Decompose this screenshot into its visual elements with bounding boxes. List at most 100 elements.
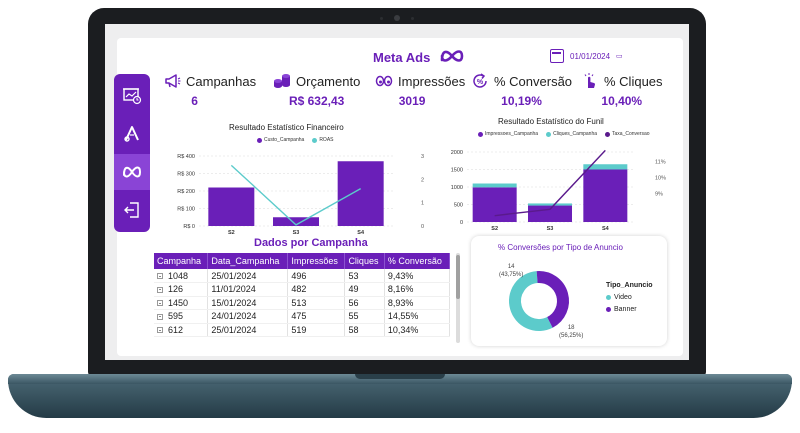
legend-item: ROAS [312, 137, 333, 143]
kpi-orcamento: Orçamento R$ 632,43 [273, 72, 360, 112]
funnel-chart-legend: Impressoes_Campanha Cliques_Campanha Tax… [478, 131, 650, 137]
table-cell: 56 [344, 296, 385, 310]
scrollbar-thumb[interactable] [456, 255, 460, 299]
y2-tick-label: 3 [421, 154, 424, 160]
sensor [411, 17, 414, 20]
table-header-row: Campanha Data_Campanha Impressões Clique… [154, 253, 451, 269]
kpi-label: Campanhas [186, 73, 257, 89]
x-tick-label: S2 [491, 226, 498, 232]
financial-chart: R$ 400 R$ 300 R$ 200 R$ 100 R$ 0 3 2 1 0 S2 S3 S4 [177, 154, 424, 236]
donut-slice-video [509, 271, 553, 331]
table-row[interactable]: 595 24/01/2024 475 55 14,55% [154, 309, 451, 324]
table-cell: 482 [287, 282, 346, 297]
financial-chart-title: Resultado Estatístico Financeiro [229, 123, 344, 132]
y-tick-label: 0 [460, 220, 463, 226]
table-cell: 49 [344, 282, 385, 297]
meta-icon [123, 166, 142, 178]
megaphone-icon [165, 74, 181, 88]
column-header[interactable]: Campanha [154, 253, 209, 269]
y2-tick-label: 0 [421, 224, 424, 230]
financial-chart-legend: Custo_Campanha ROAS [257, 137, 333, 143]
y2-tick-label: 11% [655, 160, 666, 166]
x-tick-label: S2 [228, 230, 235, 236]
kpi-cliques: % Cliques 10,40% [581, 72, 663, 112]
donut-label-video: 18 (56,25%) [559, 325, 584, 339]
webcam [394, 15, 400, 21]
x-tick-label: S3 [293, 230, 300, 236]
line-taxa-conversao [494, 149, 606, 217]
y-tick-label: R$ 200 [177, 189, 195, 195]
table-row[interactable]: 1450 15/01/2024 513 56 8,93% [154, 296, 451, 310]
google-ads-icon [124, 126, 139, 142]
bar-cliques-campanha [528, 203, 572, 206]
table-cell: 15/01/2024 [207, 296, 289, 310]
table-cell: 25/01/2024 [207, 323, 289, 337]
y2-tick-label: 9% [655, 191, 663, 197]
table-cell: 1048 [154, 269, 209, 283]
table-cell: 10,34% [384, 323, 451, 337]
legend-item: Taxa_Conversao [605, 131, 650, 137]
column-header[interactable]: Data_Campanha [207, 253, 289, 269]
y-tick-label: R$ 400 [177, 154, 195, 160]
table-row[interactable]: 1048 25/01/2024 496 53 9,43% [154, 269, 451, 283]
table-cell: 55 [344, 309, 385, 324]
sidebar-item-meta[interactable] [114, 154, 150, 190]
laptop-base-edge [8, 374, 792, 384]
column-header[interactable]: Impressões [287, 253, 346, 269]
sidebar-item-exit[interactable] [114, 192, 150, 228]
column-header[interactable]: Cliques [344, 253, 385, 269]
legend-item: Custo_Campanha [257, 137, 304, 143]
conversion-icon: % [473, 73, 487, 88]
table-row[interactable]: 126 11/01/2024 482 49 8,16% [154, 282, 451, 297]
date-filter[interactable]: 01/01/2024 ▭ [550, 46, 636, 66]
table-cell: 8,16% [384, 282, 451, 297]
table-cell: 8,93% [384, 296, 451, 310]
laptop-hinge-notch [355, 374, 445, 379]
expand-icon[interactable] [157, 300, 163, 307]
sidebar-item-google-ads[interactable] [114, 115, 150, 151]
expand-icon[interactable] [157, 313, 163, 320]
bar-cliques-campanha [472, 183, 517, 188]
bar-custo-campanha [273, 217, 319, 226]
table-cell: 9,43% [384, 269, 451, 283]
date-value: 01/01/2024 [570, 51, 611, 61]
expand-icon[interactable] [157, 273, 163, 280]
donut-title: % Conversões por Tipo de Anuncio [498, 243, 623, 252]
pointer-click-icon [584, 73, 596, 88]
table-cell: 126 [154, 282, 209, 297]
x-tick-label: S3 [547, 226, 554, 232]
table-cell: 519 [287, 323, 346, 337]
y-tick-label: 1500 [451, 168, 463, 174]
bar-custo-campanha [208, 187, 255, 226]
kpi-label: Impressões [398, 73, 466, 89]
donut-card: % Conversões por Tipo de Anuncio 14 (43,7… [471, 236, 667, 346]
table-scrollbar[interactable] [456, 253, 460, 343]
kpi-value: 10,19% [501, 94, 542, 108]
table-cell: 25/01/2024 [207, 269, 289, 283]
column-header[interactable]: % Conversão [384, 253, 451, 269]
donut-label-banner: 14 (43,75%) [499, 264, 524, 278]
y2-tick-label: 10% [655, 175, 666, 181]
expand-icon[interactable] [157, 286, 163, 293]
table-cell: 14,55% [384, 309, 451, 324]
sensor [380, 17, 383, 20]
sidebar [114, 74, 150, 232]
sidebar-item-report[interactable] [114, 78, 150, 114]
bar-custo-campanha [337, 161, 384, 226]
svg-text:%: % [477, 79, 484, 86]
donut-legend-video: Video [606, 294, 632, 301]
y2-tick-label: 1 [421, 201, 424, 207]
table-row[interactable]: 612 25/01/2024 519 58 10,34% [154, 323, 451, 337]
donut-legend-title: Tipo_Anuncio [606, 282, 653, 289]
report-icon [123, 88, 142, 105]
expand-icon[interactable] [157, 327, 163, 334]
table-cell: 475 [287, 309, 346, 324]
table-title: Dados por Campanha [254, 237, 368, 249]
line-roas [230, 164, 362, 226]
coins-icon [274, 74, 290, 88]
y-tick-label: 2000 [451, 150, 463, 156]
donut-slice-banner [536, 271, 569, 328]
legend-item: Cliques_Campanha [546, 131, 597, 137]
y-tick-label: R$ 300 [177, 172, 195, 178]
